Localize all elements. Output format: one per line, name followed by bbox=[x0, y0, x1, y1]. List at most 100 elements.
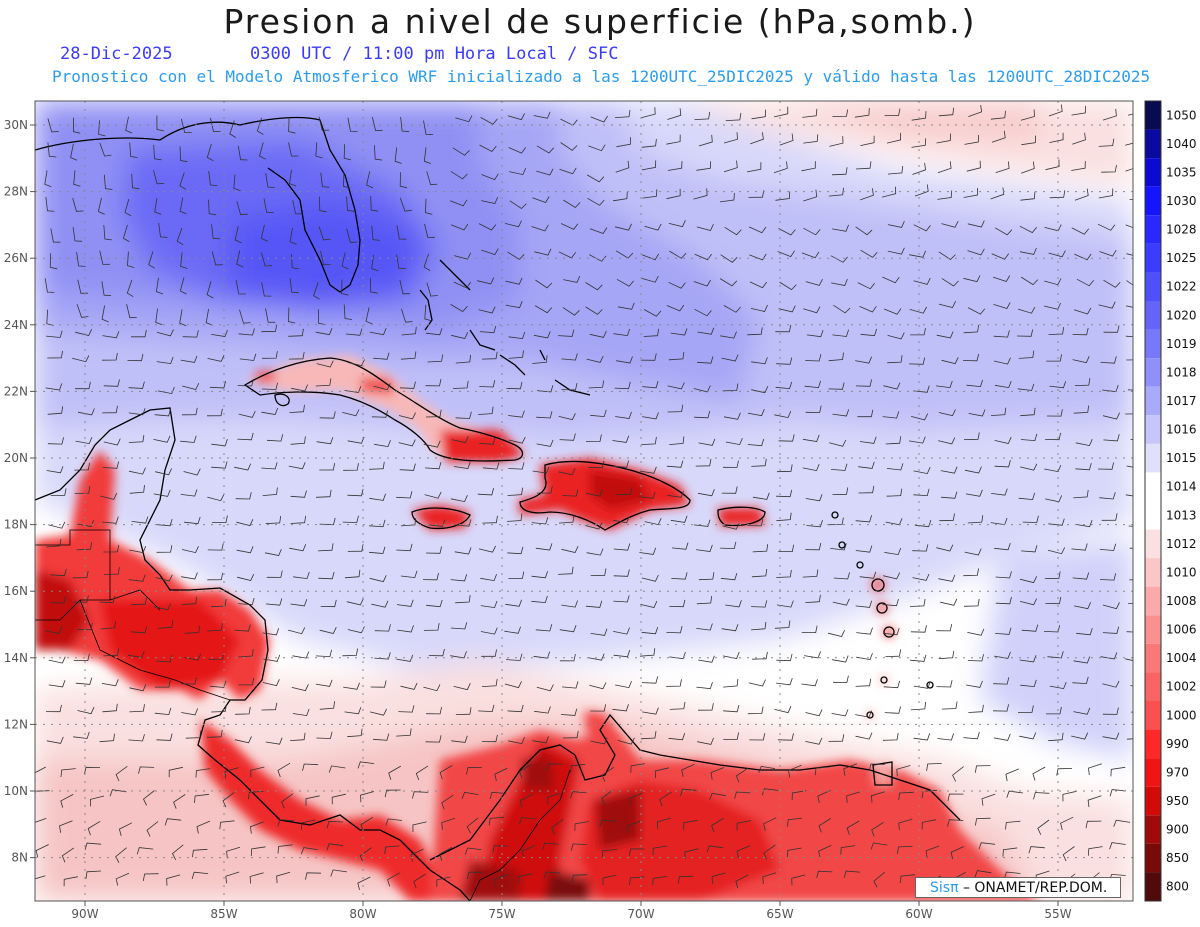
wind-barb bbox=[291, 384, 308, 392]
wind-barb bbox=[235, 280, 246, 295]
wind-barb bbox=[966, 680, 983, 688]
wind-barb bbox=[762, 872, 777, 884]
wind-barb bbox=[102, 353, 118, 361]
wind-barb bbox=[533, 111, 551, 119]
wind-barb bbox=[1126, 305, 1133, 308]
wind-barb bbox=[829, 439, 847, 447]
wind-barb bbox=[222, 792, 235, 808]
colorbar-label: 990 bbox=[1166, 737, 1189, 751]
wind-barb bbox=[292, 651, 310, 659]
wind-barb bbox=[536, 168, 554, 176]
wind-barb bbox=[453, 281, 472, 289]
wind-barb bbox=[882, 276, 900, 284]
wind-barb bbox=[238, 410, 256, 418]
wind-barb bbox=[694, 410, 711, 419]
wind-barb bbox=[937, 190, 953, 200]
wind-barb bbox=[1098, 188, 1114, 199]
wind-barb bbox=[913, 277, 931, 285]
wind-barb bbox=[937, 161, 952, 174]
wind-barb bbox=[234, 736, 252, 744]
wind-barb bbox=[60, 768, 76, 778]
wind-barb bbox=[994, 651, 1011, 659]
wind-barb bbox=[211, 704, 227, 713]
wind-barb bbox=[103, 224, 112, 241]
wind-barb bbox=[264, 548, 282, 556]
wind-barb bbox=[641, 253, 660, 261]
wind-barb bbox=[711, 872, 726, 884]
wind-barb bbox=[994, 542, 1011, 551]
wind-barb bbox=[640, 466, 657, 474]
colorbar-swatch bbox=[1145, 301, 1161, 330]
wind-barb bbox=[531, 224, 549, 232]
wind-barb bbox=[941, 220, 959, 228]
wind-barb bbox=[926, 763, 942, 771]
wind-barb bbox=[925, 845, 940, 858]
wind-barb bbox=[1047, 547, 1066, 555]
wind-barb bbox=[560, 142, 578, 151]
wind-barb bbox=[399, 463, 416, 471]
wind-barb bbox=[481, 649, 497, 657]
wind-barb bbox=[752, 651, 768, 660]
wind-barb bbox=[588, 380, 605, 389]
wind-barb bbox=[992, 704, 1009, 712]
wind-barb bbox=[830, 543, 847, 551]
wind-barb bbox=[208, 171, 218, 186]
wind-barb bbox=[911, 111, 927, 121]
wind-barb bbox=[991, 488, 1008, 496]
wind-barb bbox=[412, 821, 427, 833]
wind-barb bbox=[1049, 381, 1067, 389]
wind-barb bbox=[305, 872, 322, 880]
wind-barb bbox=[747, 519, 764, 527]
wind-barb bbox=[341, 279, 349, 296]
wind-barb bbox=[814, 766, 831, 776]
wind-barb bbox=[1020, 463, 1038, 471]
wind-barb bbox=[843, 763, 858, 776]
wind-barb bbox=[921, 819, 937, 830]
wind-barb bbox=[101, 305, 109, 323]
map-title: Presion a nivel de superficie (hPa,somb.… bbox=[223, 2, 977, 41]
wind-barb bbox=[1017, 306, 1036, 314]
wind-barb bbox=[887, 332, 905, 340]
wind-barb bbox=[439, 765, 453, 780]
wind-barb bbox=[752, 492, 770, 500]
wind-barb bbox=[736, 820, 751, 831]
wind-barb bbox=[426, 171, 438, 186]
wind-barb bbox=[1073, 656, 1091, 664]
wind-barb bbox=[396, 225, 407, 240]
wind-barb bbox=[840, 845, 856, 855]
lat-label: 22N bbox=[4, 384, 28, 398]
wind-barb bbox=[698, 655, 715, 663]
wind-barb bbox=[882, 598, 899, 607]
wind-barb bbox=[936, 624, 953, 632]
wind-barb bbox=[423, 440, 441, 448]
wind-barb bbox=[370, 680, 387, 688]
wind-barb bbox=[211, 251, 223, 266]
wind-barb bbox=[612, 435, 630, 443]
wind-barb bbox=[357, 761, 375, 769]
wind-barb bbox=[818, 845, 832, 858]
colorbar-swatch bbox=[1145, 872, 1161, 901]
wind-barb bbox=[531, 571, 548, 579]
wind-barb bbox=[828, 352, 844, 362]
wind-barb bbox=[346, 228, 358, 243]
wind-barb bbox=[940, 598, 958, 606]
wind-barb bbox=[585, 306, 603, 315]
colorbar-swatch bbox=[1145, 558, 1161, 587]
wind-barb bbox=[1125, 658, 1133, 661]
wind-barb bbox=[102, 516, 119, 524]
wind-barb bbox=[505, 599, 522, 607]
wind-barb bbox=[519, 817, 536, 825]
wind-barb bbox=[601, 766, 615, 782]
wind-barb bbox=[1126, 280, 1133, 286]
wind-barb bbox=[156, 115, 164, 132]
wind-barb bbox=[1045, 495, 1063, 503]
wind-barb bbox=[1085, 820, 1102, 829]
lon-label: 90W bbox=[71, 907, 98, 921]
wind-barb bbox=[570, 763, 586, 773]
wind-barb bbox=[1102, 412, 1120, 420]
wind-barb bbox=[801, 251, 820, 259]
graticule bbox=[30, 101, 1133, 906]
wind-barb bbox=[326, 820, 343, 829]
wind-barb bbox=[617, 302, 635, 310]
wind-barb bbox=[293, 571, 310, 580]
